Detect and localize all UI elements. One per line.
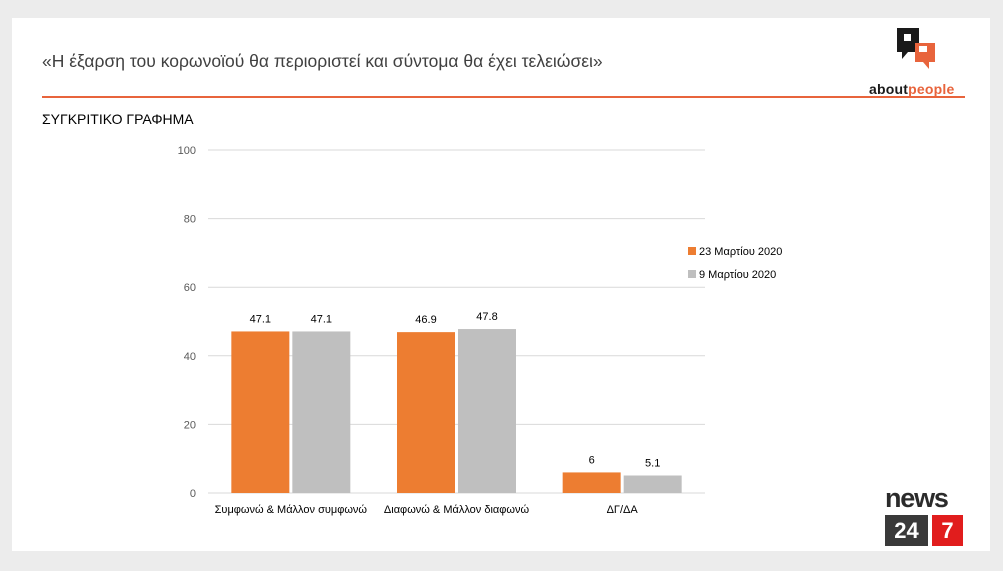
bar — [231, 331, 290, 493]
slide: «Η έξαρση του κορωνοϊού θα περιοριστεί κ… — [12, 18, 990, 551]
legend-label: 9 Μαρτίου 2020 — [699, 269, 776, 281]
aboutpeople-logo-icon — [897, 28, 935, 69]
news-logo-24: 24 — [885, 515, 928, 546]
data-label: 47.8 — [476, 311, 497, 323]
bar — [458, 329, 516, 493]
legend-swatch — [688, 270, 696, 278]
x-tick-label: ΔΓ/ΔΑ — [607, 504, 639, 516]
news-logo-word: news — [885, 483, 949, 513]
bar — [623, 475, 682, 493]
data-label: 5.1 — [645, 458, 660, 470]
data-label: 47.1 — [250, 313, 271, 325]
comparison-bar-chart: 0 20 40 60 80 100 47.1 47.1 Συμφωνώ & Μάλλον συμ… — [178, 145, 783, 516]
chart-subtitle: ΣΥΓΚΡΙΤΙΚΟ ΓΡΑΦΗΜΑ — [42, 111, 194, 127]
data-label: 6 — [589, 454, 595, 466]
y-tick-label: 60 — [184, 282, 196, 294]
legend-swatch — [688, 247, 696, 255]
logo-text-about: about — [869, 81, 909, 97]
y-tick-label: 0 — [190, 488, 196, 500]
aboutpeople-logo-text: aboutpeople — [869, 81, 954, 97]
slide-title: «Η έξαρση του κορωνοϊού θα περιοριστεί κ… — [42, 51, 603, 71]
bar — [292, 331, 351, 493]
y-tick-label: 80 — [184, 214, 196, 226]
y-tick-label: 20 — [184, 419, 196, 431]
x-tick-label: Συμφωνώ & Μάλλον συμφωνώ — [215, 504, 368, 516]
news-logo-7: 7 — [932, 515, 963, 546]
legend-label: 23 Μαρτίου 2020 — [699, 246, 782, 258]
bar — [397, 332, 455, 493]
y-tick-label: 40 — [184, 351, 196, 363]
data-label: 47.1 — [311, 313, 332, 325]
data-label: 46.9 — [415, 314, 436, 326]
x-tick-label: Διαφωνώ & Μάλλον διαφωνώ — [384, 504, 530, 516]
logo-text-people: people — [908, 81, 955, 97]
news247-logo: news 24 7 — [885, 484, 965, 550]
title-divider — [42, 96, 965, 98]
bar — [562, 472, 621, 493]
y-tick-label: 100 — [178, 145, 196, 157]
